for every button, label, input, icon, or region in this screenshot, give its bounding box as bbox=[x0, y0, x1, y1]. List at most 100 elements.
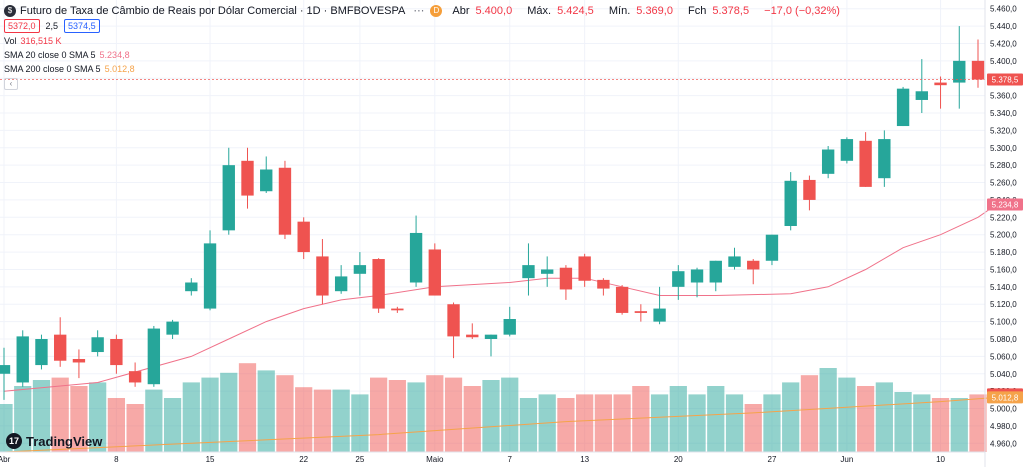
x-tick-label: Abr bbox=[0, 455, 11, 464]
candle-body bbox=[428, 249, 441, 296]
candle-body bbox=[597, 279, 610, 289]
candle-body bbox=[953, 60, 966, 83]
collapse-icon[interactable]: ‹ bbox=[4, 78, 18, 90]
volume-bar bbox=[295, 387, 313, 452]
y-tick-label: 5.320,0 bbox=[990, 126, 1017, 135]
volume-bar bbox=[313, 389, 332, 452]
volume-bar bbox=[32, 380, 51, 452]
candle-body bbox=[72, 358, 86, 363]
indicator-volume[interactable]: Vol 316,515 K bbox=[4, 36, 62, 46]
candle-body bbox=[0, 365, 11, 374]
candle-body bbox=[391, 308, 404, 311]
candle-body bbox=[185, 282, 198, 292]
volume-bar bbox=[276, 375, 294, 452]
volume-bar bbox=[632, 386, 650, 452]
volume-bar bbox=[426, 375, 444, 452]
candle-body bbox=[372, 259, 385, 309]
candle-body bbox=[615, 286, 629, 313]
x-tick-label: 20 bbox=[674, 455, 683, 464]
y-tick-label: 5.360,0 bbox=[990, 92, 1017, 101]
volume-bar bbox=[51, 377, 69, 452]
candle-body bbox=[35, 339, 48, 366]
candle-body bbox=[503, 319, 516, 335]
ask-box[interactable]: 5374,5 bbox=[64, 19, 100, 33]
volume-bar bbox=[145, 389, 163, 452]
candle-body bbox=[634, 311, 648, 313]
y-tick-label: 5.200,0 bbox=[990, 231, 1017, 240]
y-tick-label: 5.120,0 bbox=[990, 300, 1017, 309]
candle-body bbox=[803, 179, 816, 200]
sma20-tag-bg bbox=[987, 198, 1023, 211]
sma200-tag-bg bbox=[987, 391, 1023, 404]
volume-bar bbox=[126, 404, 144, 452]
y-tick-label: 5.300,0 bbox=[990, 144, 1017, 153]
y-tick-label: 5.100,0 bbox=[990, 318, 1017, 327]
x-tick-label: 27 bbox=[768, 455, 777, 464]
more-dots-icon[interactable]: ⋯ bbox=[413, 5, 425, 17]
y-tick-label: 5.280,0 bbox=[990, 161, 1017, 170]
candle-body bbox=[765, 234, 779, 261]
sma200-line bbox=[3, 396, 997, 453]
volume-bar bbox=[744, 404, 762, 452]
candle-body bbox=[447, 304, 460, 337]
candle-body bbox=[147, 328, 161, 385]
quote-row: 5372,0 2,5 5374,5 bbox=[4, 19, 100, 33]
indicator-sma200[interactable]: SMA 200 close 0 SMA 5 5.012,8 bbox=[4, 64, 135, 74]
candle-body bbox=[747, 260, 760, 270]
symbol-title: Futuro de Taxa de Câmbio de Reais por Dó… bbox=[20, 4, 406, 17]
candle-body bbox=[241, 160, 254, 196]
volume-bar bbox=[950, 398, 968, 452]
last-price-tag: 5.378,5 bbox=[992, 76, 1019, 85]
x-tick-label: 15 bbox=[206, 455, 215, 464]
volume-bar bbox=[669, 386, 687, 452]
volume-bar bbox=[782, 382, 800, 452]
candle-body bbox=[559, 267, 573, 290]
candle-body bbox=[278, 167, 292, 235]
candle-body bbox=[484, 334, 498, 339]
volume-bar bbox=[838, 377, 856, 452]
candle-body bbox=[203, 243, 217, 309]
volume-bar bbox=[763, 394, 781, 452]
volume-bar bbox=[707, 386, 725, 452]
indicator-sma20[interactable]: SMA 20 close 0 SMA 5 5.234,8 bbox=[4, 50, 130, 60]
volume-bar bbox=[519, 398, 538, 452]
volume-bar bbox=[107, 398, 126, 452]
candle-body bbox=[934, 82, 947, 86]
x-tick-label: Maio bbox=[426, 455, 444, 464]
candle-body bbox=[784, 180, 797, 226]
volume-bar bbox=[201, 377, 219, 452]
candle-body bbox=[222, 165, 235, 231]
candle-body bbox=[971, 60, 985, 80]
x-tick-label: Jun bbox=[840, 455, 853, 464]
candle-body bbox=[859, 140, 872, 187]
candle-body bbox=[16, 336, 29, 383]
volume-bar bbox=[444, 377, 463, 452]
volume-bar bbox=[969, 394, 987, 452]
y-tick-label: 5.180,0 bbox=[990, 248, 1017, 257]
candle-body bbox=[297, 221, 310, 253]
y-tick-label: 5.040,0 bbox=[990, 370, 1017, 379]
volume-bar bbox=[182, 382, 200, 452]
candle-body bbox=[128, 371, 142, 383]
candle-body bbox=[878, 139, 891, 179]
candle-body bbox=[466, 334, 479, 338]
volume-bar bbox=[351, 394, 369, 452]
spread-value: 2,5 bbox=[45, 21, 59, 31]
volume-bar bbox=[257, 370, 275, 452]
candle-body bbox=[653, 308, 666, 322]
volume-bar bbox=[594, 394, 613, 452]
candle-body bbox=[260, 169, 273, 192]
volume-bar bbox=[407, 382, 425, 452]
volume-bar bbox=[613, 394, 631, 452]
tradingview-logo: 17 TradingView bbox=[6, 433, 102, 449]
volume-bar bbox=[163, 398, 182, 452]
bid-box[interactable]: 5372,0 bbox=[4, 19, 40, 33]
candle-body bbox=[896, 88, 910, 127]
volume-bar bbox=[819, 368, 837, 452]
candle-body bbox=[915, 91, 928, 100]
candle-body bbox=[728, 256, 741, 267]
x-tick-label: 13 bbox=[580, 455, 589, 464]
tradingview-icon: 17 bbox=[6, 433, 22, 449]
sma200-tag: 5.012,8 bbox=[992, 393, 1019, 402]
